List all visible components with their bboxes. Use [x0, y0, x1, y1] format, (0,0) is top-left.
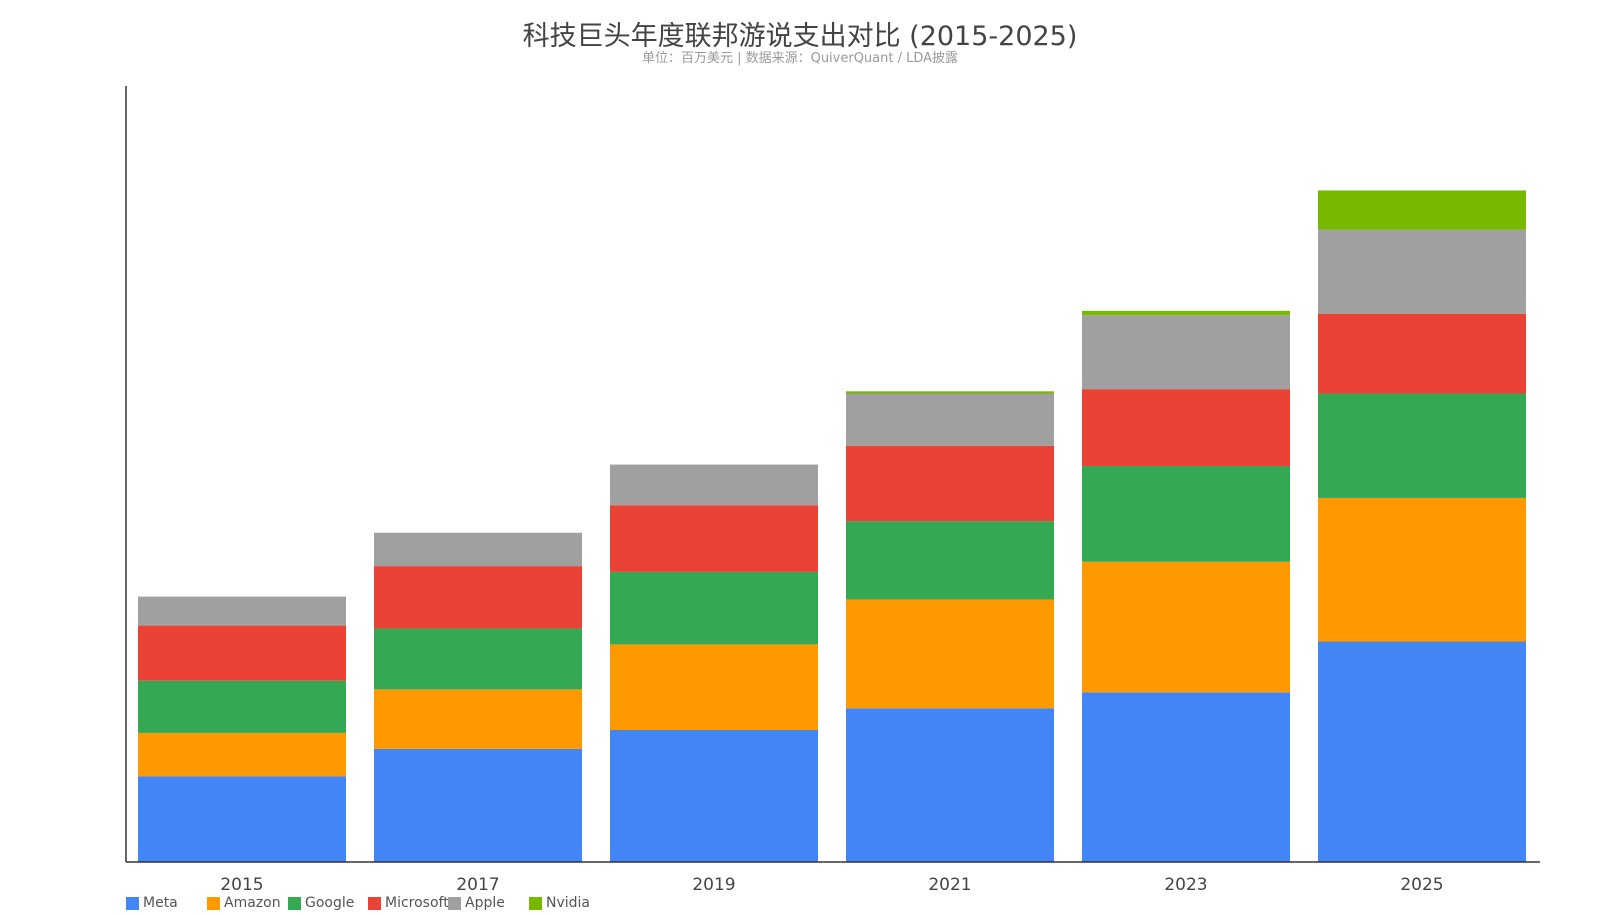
bar-microsoft-2023	[1082, 389, 1290, 467]
legend-label-meta: Meta	[143, 895, 178, 911]
bar-microsoft-2021	[846, 445, 1054, 522]
bar-google-2023	[1082, 466, 1290, 562]
legend-swatch-amazon	[207, 896, 220, 910]
bar-amazon-2015	[138, 732, 346, 777]
bar-meta-2023	[1082, 692, 1290, 862]
legend-label-microsoft: Microsoft	[385, 895, 449, 911]
legend-label-google: Google	[305, 895, 355, 911]
chart-subtitle: 单位：百万美元 | 数据来源：QuiverQuant / LDA披露	[641, 51, 959, 66]
bar-meta-2017	[374, 748, 582, 862]
bar-meta-2025	[1318, 641, 1526, 862]
bar-google-2021	[846, 521, 1054, 600]
x-tick-labels: 2015 2017 2019 2021 2023 2025	[220, 875, 1443, 895]
bar-apple-2017	[374, 532, 582, 567]
bar-microsoft-2025	[1318, 313, 1526, 394]
bar-amazon-2021	[846, 599, 1054, 709]
legend-label-apple: Apple	[465, 895, 505, 911]
x-tick-label-2017: 2017	[456, 875, 499, 895]
legend-swatch-google	[288, 896, 301, 910]
bar-apple-2015	[138, 596, 346, 626]
bar-apple-2019	[610, 464, 818, 506]
bar-meta-2019	[610, 730, 818, 862]
legend-item-microsoft: Microsoft	[368, 894, 449, 912]
x-tick-label-2015: 2015	[220, 875, 263, 895]
legend-swatch-meta	[126, 896, 139, 910]
bar-amazon-2019	[610, 644, 818, 731]
bar-nvidia-2021	[846, 391, 1054, 394]
legend-item-google: Google	[288, 894, 354, 912]
legend-item-amazon: Amazon	[207, 894, 281, 912]
legend-item-meta: Meta	[126, 894, 178, 912]
bar-microsoft-2017	[374, 566, 582, 629]
legend-swatch-nvidia	[529, 896, 542, 910]
legend-label-amazon: Amazon	[224, 895, 281, 911]
x-tick-label-2019: 2019	[692, 875, 735, 895]
bar-amazon-2017	[374, 689, 582, 749]
bar-google-2017	[374, 628, 582, 690]
legend-swatch-apple	[448, 896, 461, 910]
bars-group	[138, 190, 1526, 862]
x-tick-label-2021: 2021	[928, 875, 971, 895]
bar-apple-2025	[1318, 229, 1526, 314]
bar-apple-2021	[846, 393, 1054, 446]
legend-label-nvidia: Nvidia	[546, 895, 591, 911]
bar-amazon-2023	[1082, 561, 1290, 693]
chart-title: 科技巨头年度联邦游说支出对比 (2015-2025)	[522, 21, 1078, 52]
legend-item-nvidia: Nvidia	[529, 894, 590, 912]
x-tick-label-2025: 2025	[1400, 875, 1443, 895]
bar-microsoft-2019	[610, 505, 818, 572]
legend-item-apple: Apple	[448, 894, 505, 912]
bar-nvidia-2025	[1318, 190, 1526, 230]
x-tick-label-2023: 2023	[1164, 875, 1207, 895]
bar-meta-2021	[846, 708, 1054, 862]
bar-nvidia-2023	[1082, 310, 1290, 316]
bar-google-2019	[610, 571, 818, 645]
bar-meta-2015	[138, 776, 346, 862]
bar-microsoft-2015	[138, 625, 346, 681]
bar-google-2025	[1318, 393, 1526, 498]
bar-amazon-2025	[1318, 497, 1526, 642]
legend-swatch-microsoft	[368, 896, 381, 910]
bar-google-2015	[138, 680, 346, 733]
bar-apple-2023	[1082, 315, 1290, 390]
